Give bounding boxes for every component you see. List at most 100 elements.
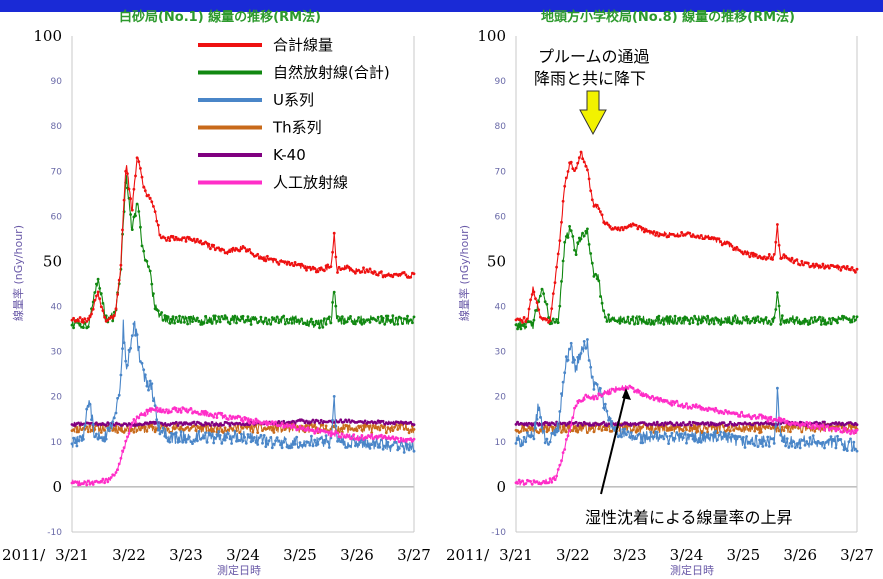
- data-point: [813, 427, 816, 430]
- data-point: [291, 262, 294, 265]
- data-point: [671, 428, 674, 431]
- data-point: [537, 408, 540, 411]
- data-point: [571, 361, 574, 364]
- data-point: [576, 356, 579, 359]
- data-point: [680, 404, 683, 407]
- data-point: [636, 429, 639, 432]
- data-point: [95, 283, 98, 286]
- data-point: [580, 238, 583, 241]
- data-point: [820, 323, 823, 326]
- data-point: [271, 446, 274, 449]
- data-point: [586, 169, 589, 172]
- data-point: [72, 437, 75, 440]
- data-point: [110, 476, 113, 479]
- data-point: [765, 316, 768, 319]
- data-point: [396, 437, 399, 440]
- data-point: [761, 445, 764, 448]
- data-point: [671, 432, 674, 435]
- data-point: [120, 457, 123, 460]
- data-point: [518, 325, 521, 328]
- data-point: [232, 435, 235, 438]
- data-point: [771, 258, 774, 261]
- data-point: [575, 405, 578, 408]
- data-point: [565, 355, 568, 358]
- data-point: [692, 321, 695, 324]
- data-point: [318, 326, 321, 329]
- data-point: [100, 431, 103, 434]
- data-point: [718, 319, 721, 322]
- data-point: [248, 248, 251, 251]
- data-point: [630, 431, 633, 434]
- data-point: [856, 423, 859, 426]
- data-point: [313, 421, 316, 424]
- data-point: [747, 428, 750, 431]
- data-point: [131, 228, 134, 231]
- data-point: [222, 424, 225, 427]
- data-point: [348, 419, 351, 422]
- data-point: [632, 387, 635, 390]
- data-point: [680, 231, 683, 234]
- data-point: [524, 440, 527, 443]
- data-point: [597, 279, 600, 282]
- data-point: [812, 434, 815, 437]
- data-point: [826, 264, 829, 267]
- data-point: [648, 318, 651, 321]
- data-point: [599, 295, 602, 298]
- data-point: [95, 433, 98, 436]
- data-point: [72, 428, 75, 431]
- data-point: [248, 422, 251, 425]
- data-point: [92, 483, 95, 486]
- data-point: [405, 273, 408, 276]
- data-point: [776, 291, 779, 294]
- data-point: [292, 264, 295, 267]
- data-point: [515, 442, 518, 445]
- y-tick-label: 80: [51, 122, 63, 132]
- data-point: [558, 305, 561, 308]
- data-point: [413, 428, 416, 431]
- data-point: [396, 323, 399, 326]
- data-point: [722, 412, 725, 415]
- data-point: [588, 243, 591, 246]
- data-point: [565, 438, 568, 441]
- data-point: [279, 424, 282, 427]
- data-point: [263, 434, 266, 437]
- data-point: [320, 419, 323, 422]
- data-point: [583, 398, 586, 401]
- chart-title-left: 白砂局(No.1) 線量の推移(RM法): [119, 9, 321, 25]
- x-tick-label: 3/27: [840, 546, 874, 564]
- data-point: [341, 441, 344, 444]
- data-point: [599, 387, 602, 390]
- data-point: [571, 416, 574, 419]
- x-tick-label: 3/22: [112, 546, 146, 564]
- data-point: [325, 434, 328, 437]
- data-point: [178, 428, 181, 431]
- data-point: [137, 346, 140, 349]
- data-point: [544, 441, 547, 444]
- data-point: [162, 427, 165, 430]
- data-point: [554, 423, 557, 426]
- data-point: [809, 322, 812, 325]
- data-point: [98, 428, 101, 431]
- data-point: [178, 315, 181, 318]
- data-point: [160, 430, 163, 433]
- data-point: [786, 319, 789, 322]
- data-point: [719, 240, 722, 243]
- data-point: [826, 321, 829, 324]
- data-point: [656, 421, 659, 424]
- data-point: [152, 399, 155, 402]
- data-point: [211, 322, 214, 325]
- data-point: [721, 436, 724, 439]
- data-point: [235, 322, 238, 325]
- data-point: [134, 175, 137, 178]
- data-point: [838, 427, 841, 430]
- data-point: [575, 253, 578, 256]
- data-point: [791, 257, 794, 260]
- data-point: [177, 424, 180, 427]
- data-point: [331, 419, 334, 422]
- data-point: [167, 236, 170, 239]
- data-point: [356, 429, 359, 432]
- data-point: [325, 323, 328, 326]
- data-point: [773, 442, 776, 445]
- data-point: [620, 226, 623, 229]
- data-point: [633, 323, 636, 326]
